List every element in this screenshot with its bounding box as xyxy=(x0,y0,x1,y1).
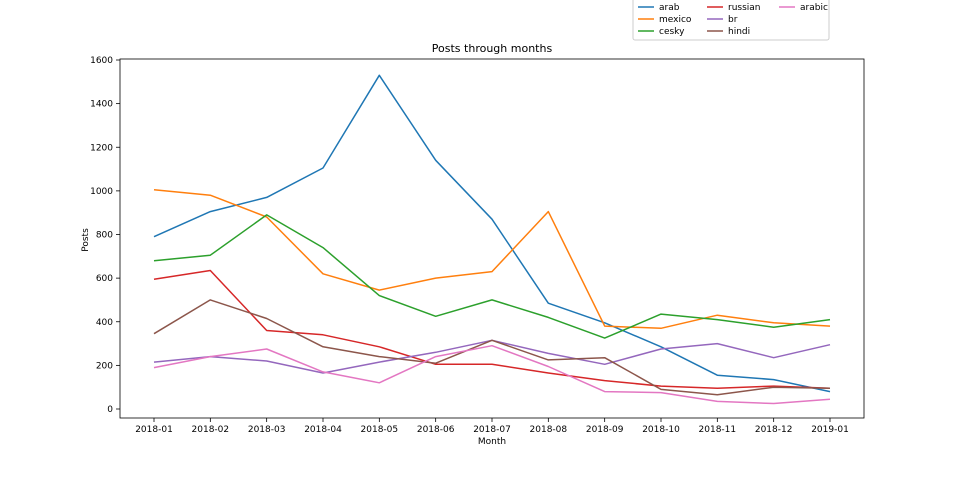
y-tick-label: 1400 xyxy=(90,100,113,110)
x-tick-label: 2018-02 xyxy=(192,425,230,435)
x-axis: 2018-01 2018-02 2018-03 2018-04 2018-05 2018-… xyxy=(135,418,849,435)
y-tick-label: 200 xyxy=(96,361,113,371)
series-line-russian xyxy=(153,269,831,390)
x-tick-label: 2018-10 xyxy=(642,425,680,435)
series-lines xyxy=(153,74,831,405)
x-tick-label: 2018-01 xyxy=(135,425,173,435)
y-tick-label: 400 xyxy=(96,318,113,328)
legend-label-mexico: mexico xyxy=(659,15,692,25)
x-tick-label: 2018-05 xyxy=(361,425,399,435)
series-line-mexico xyxy=(153,189,831,330)
x-tick-label: 2019-01 xyxy=(811,425,849,435)
chart-title: Posts through months xyxy=(432,42,553,55)
x-tick-label: 2018-12 xyxy=(755,425,793,435)
x-tick-label: 2018-11 xyxy=(699,425,737,435)
series-line-hindi xyxy=(153,299,831,396)
y-tick-label: 0 xyxy=(107,405,113,415)
y-tick-label: 1200 xyxy=(90,143,113,153)
series-line-arab xyxy=(153,74,831,393)
y-axis-label: Posts xyxy=(81,228,91,252)
y-axis: 0 200 400 600 800 1000 1200 1400 1600 xyxy=(90,56,120,415)
legend-label-cesky: cesky xyxy=(659,27,685,37)
legend-label-arab: arab xyxy=(659,3,680,13)
y-tick-label: 600 xyxy=(96,274,113,284)
legend-label-arabic: arabic xyxy=(800,3,828,13)
series-line-arabic xyxy=(153,344,831,405)
y-tick-label: 800 xyxy=(96,231,113,241)
x-axis-label: Month xyxy=(478,437,506,447)
x-tick-label: 2018-06 xyxy=(417,425,455,435)
legend-label-hindi: hindi xyxy=(728,27,750,37)
y-tick-label: 1000 xyxy=(90,187,113,197)
x-tick-label: 2018-09 xyxy=(586,425,624,435)
legend: arab mexico cesky russian br hindi arabic xyxy=(632,0,830,41)
legend-label-russian: russian xyxy=(728,3,761,13)
x-tick-label: 2018-07 xyxy=(473,425,511,435)
x-tick-label: 2018-03 xyxy=(248,425,286,435)
y-tick-label: 1600 xyxy=(90,56,113,66)
legend-label-br: br xyxy=(728,15,738,25)
legend-box xyxy=(632,0,830,41)
x-tick-label: 2018-04 xyxy=(304,425,342,435)
x-tick-label: 2018-08 xyxy=(530,425,568,435)
series-line-cesky xyxy=(153,214,831,339)
